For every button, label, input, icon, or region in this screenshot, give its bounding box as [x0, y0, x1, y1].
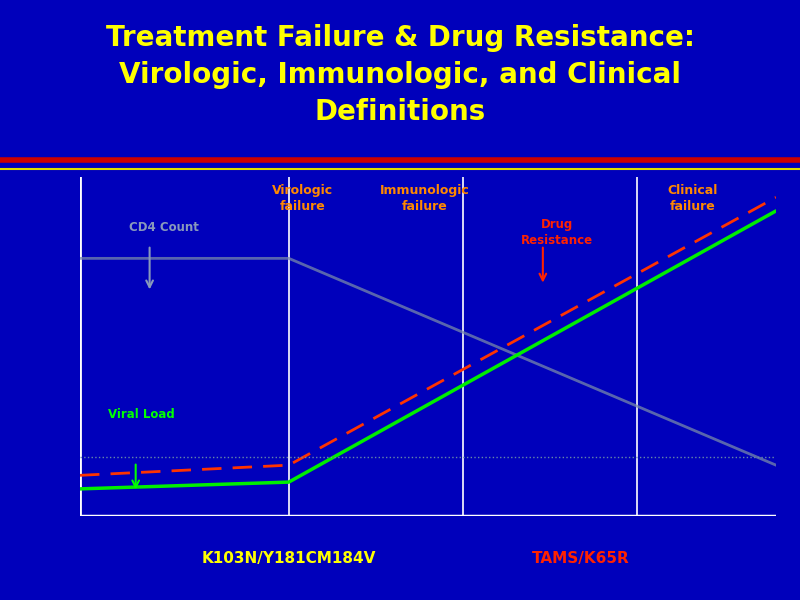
Text: Virologic
failure: Virologic failure: [272, 184, 334, 213]
Text: CD4 Count: CD4 Count: [129, 221, 198, 234]
Text: TAMS/K65R: TAMS/K65R: [532, 551, 630, 565]
Text: K103N/Y181CM184V: K103N/Y181CM184V: [202, 551, 376, 565]
Text: Clinical
failure: Clinical failure: [667, 184, 718, 213]
Text: Drug
Resistance: Drug Resistance: [521, 218, 593, 247]
Text: Treatment Failure & Drug Resistance:
Virologic, Immunologic, and Clinical
Defini: Treatment Failure & Drug Resistance: Vir…: [106, 24, 694, 125]
Text: Immunologic
failure: Immunologic failure: [380, 184, 470, 213]
Text: Viral Load: Viral Load: [108, 407, 174, 421]
